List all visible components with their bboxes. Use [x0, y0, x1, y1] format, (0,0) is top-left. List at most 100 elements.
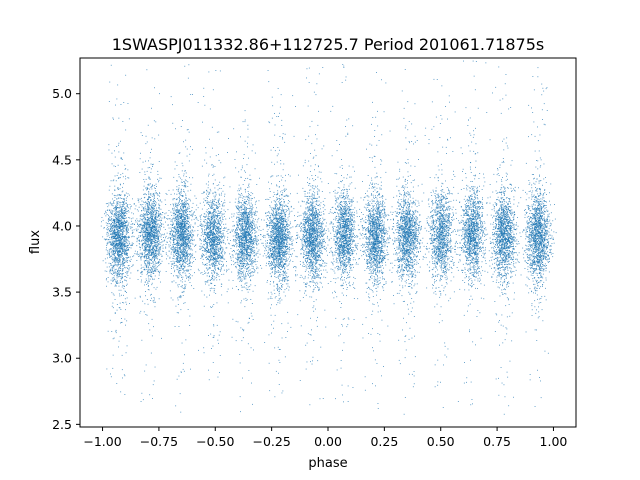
data-point: [183, 210, 184, 211]
data-point: [129, 267, 130, 268]
data-point: [180, 272, 181, 273]
data-point: [181, 193, 182, 194]
data-point: [112, 226, 113, 227]
data-point: [122, 173, 123, 174]
data-point: [155, 201, 156, 202]
data-point: [146, 227, 147, 228]
data-point: [193, 231, 194, 232]
data-point: [139, 247, 140, 248]
data-point: [184, 223, 185, 224]
data-point: [125, 298, 126, 299]
data-point: [187, 250, 188, 251]
data-point: [182, 230, 183, 231]
data-point: [146, 256, 147, 257]
data-point: [145, 219, 146, 220]
data-point: [152, 164, 153, 165]
data-point: [117, 264, 118, 265]
data-point: [132, 243, 133, 244]
data-point: [138, 237, 139, 238]
data-point: [185, 183, 186, 184]
data-point: [170, 242, 171, 243]
data-point: [157, 269, 158, 270]
data-point: [159, 205, 160, 206]
data-point: [212, 250, 213, 251]
data-point: [103, 220, 104, 221]
data-point: [121, 158, 122, 159]
data-point: [149, 204, 150, 205]
data-point: [182, 226, 183, 227]
data-point: [124, 221, 125, 222]
data-point: [191, 210, 192, 211]
data-point: [174, 218, 175, 219]
data-point: [156, 210, 157, 211]
data-point: [160, 217, 161, 218]
data-point: [129, 268, 130, 269]
data-point: [174, 213, 175, 214]
data-point: [194, 246, 195, 247]
data-point: [166, 218, 167, 219]
data-point: [158, 135, 159, 136]
data-point: [110, 256, 111, 257]
data-point: [130, 204, 131, 205]
data-point: [127, 227, 128, 228]
data-point: [125, 169, 126, 170]
data-point: [204, 271, 205, 272]
data-point: [126, 352, 127, 353]
data-point: [190, 231, 191, 232]
data-point: [134, 224, 135, 225]
data-point: [105, 258, 106, 259]
data-point: [115, 280, 116, 281]
data-point: [146, 284, 147, 285]
data-point: [185, 239, 186, 240]
data-point: [146, 209, 147, 210]
data-point: [184, 181, 185, 182]
data-point: [195, 251, 196, 252]
data-point: [180, 178, 181, 179]
data-point: [172, 234, 173, 235]
data-point: [201, 246, 202, 247]
data-point: [121, 253, 122, 254]
data-point: [123, 102, 124, 103]
data-point: [148, 275, 149, 276]
data-point: [124, 199, 125, 200]
data-point: [154, 223, 155, 224]
data-point: [185, 231, 186, 232]
data-point: [156, 186, 157, 187]
data-point: [172, 233, 173, 234]
data-point: [128, 257, 129, 258]
data-point: [148, 279, 149, 280]
data-point: [121, 274, 122, 275]
data-point: [138, 256, 139, 257]
data-point: [153, 201, 154, 202]
data-point: [117, 259, 118, 260]
data-point: [185, 221, 186, 222]
data-point: [124, 265, 125, 266]
data-point: [193, 226, 194, 227]
data-point: [186, 252, 187, 253]
data-point: [190, 256, 191, 257]
data-point: [154, 203, 155, 204]
data-point: [155, 256, 156, 257]
data-point: [150, 300, 151, 301]
data-point: [216, 239, 217, 240]
data-point: [112, 268, 113, 269]
data-point: [132, 265, 133, 266]
data-point: [120, 264, 121, 265]
data-point: [160, 282, 161, 283]
data-point: [174, 193, 175, 194]
data-point: [180, 195, 181, 196]
data-point: [143, 162, 144, 163]
data-point: [155, 253, 156, 254]
data-point: [107, 210, 108, 211]
data-point: [144, 239, 145, 240]
data-point: [126, 253, 127, 254]
data-point: [180, 309, 181, 310]
data-point: [188, 204, 189, 205]
data-point: [112, 193, 113, 194]
data-point: [206, 153, 207, 154]
data-point: [115, 258, 116, 259]
data-point: [117, 226, 118, 227]
data-point: [145, 208, 146, 209]
data-point: [171, 261, 172, 262]
data-point: [181, 286, 182, 287]
